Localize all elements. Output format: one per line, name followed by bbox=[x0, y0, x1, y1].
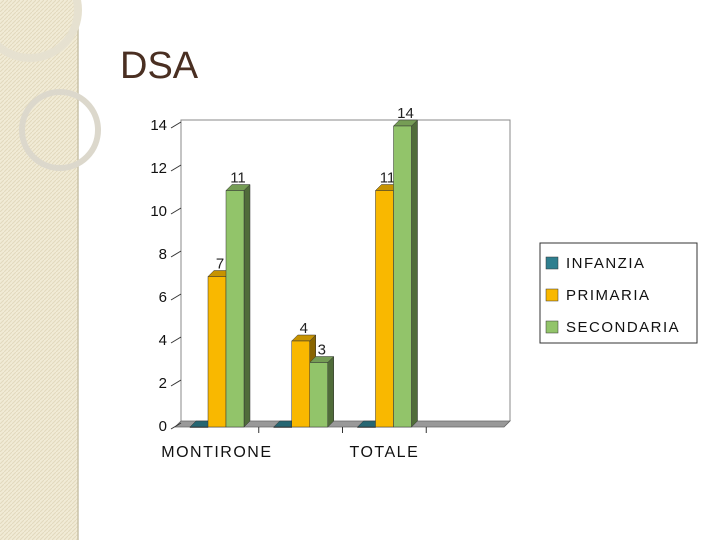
bar bbox=[291, 340, 310, 428]
chart: 0 2 4 6 8 10 12 14 MONTIRONE TOTALE 7 4 11 11 3 14 INFAN… bbox=[150, 105, 698, 461]
side-band bbox=[0, 0, 78, 540]
y-tick-label: 14 bbox=[150, 117, 167, 134]
x-tick-label: TOTALE bbox=[349, 444, 419, 461]
legend-label: PRIMARIA bbox=[566, 287, 651, 304]
plot-wall bbox=[180, 119, 511, 421]
bar-group: 11 bbox=[225, 169, 251, 428]
y-tick bbox=[170, 164, 182, 172]
legend-swatch bbox=[545, 288, 559, 302]
value-label: 7 bbox=[216, 255, 224, 272]
decor-circle bbox=[0, 0, 82, 62]
legend-label: SECONDARIA bbox=[566, 319, 680, 336]
y-tick bbox=[170, 250, 182, 258]
bar bbox=[393, 125, 412, 428]
decor-circle bbox=[19, 89, 101, 171]
legend-swatch bbox=[545, 256, 559, 270]
bar bbox=[207, 276, 227, 428]
y-tick-label: 4 bbox=[159, 332, 167, 349]
bar-side bbox=[327, 355, 334, 428]
y-tick bbox=[170, 422, 182, 430]
y-tick bbox=[170, 336, 182, 344]
bar-side bbox=[243, 183, 251, 428]
legend-label: INFANZIA bbox=[566, 255, 646, 272]
y-tick bbox=[170, 207, 182, 215]
bar-group: 3 bbox=[309, 341, 335, 428]
slide-title: DSA bbox=[120, 45, 199, 87]
bar-group: 14 bbox=[392, 105, 419, 428]
y-tick-label: 8 bbox=[159, 246, 167, 263]
value-label: 4 bbox=[300, 320, 308, 337]
x-tick-label: MONTIRONE bbox=[161, 444, 272, 461]
y-tick bbox=[170, 379, 182, 387]
y-tick-label: 10 bbox=[150, 203, 167, 220]
bar bbox=[189, 426, 209, 428]
value-label: 14 bbox=[397, 105, 414, 122]
y-tick-label: 2 bbox=[159, 375, 167, 392]
value-label: 11 bbox=[230, 169, 246, 186]
value-label: 11 bbox=[380, 169, 396, 186]
bar-side bbox=[411, 119, 418, 428]
bar bbox=[273, 426, 292, 428]
y-tick bbox=[170, 121, 182, 129]
bar bbox=[375, 190, 394, 428]
bar bbox=[309, 362, 328, 428]
y-tick bbox=[170, 293, 182, 301]
y-tick-label: 6 bbox=[159, 289, 167, 306]
legend-box bbox=[539, 242, 698, 344]
bar bbox=[225, 190, 245, 428]
y-tick-label: 12 bbox=[150, 160, 167, 177]
legend-swatch bbox=[545, 320, 559, 334]
bar bbox=[357, 426, 376, 428]
value-label: 3 bbox=[318, 341, 326, 358]
y-tick-label: 0 bbox=[159, 418, 167, 435]
